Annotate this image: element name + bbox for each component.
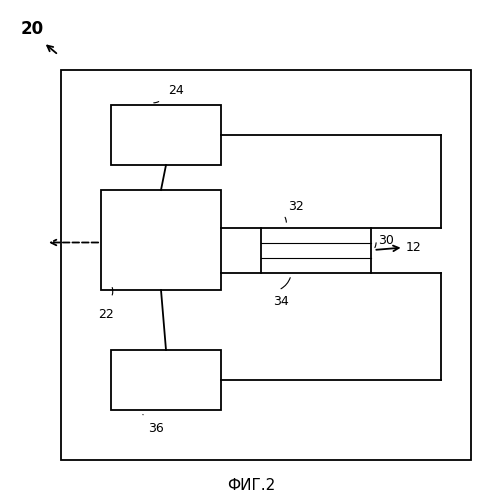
Bar <box>111 105 220 165</box>
Text: ФИГ.2: ФИГ.2 <box>226 478 275 492</box>
Text: 34: 34 <box>273 295 289 308</box>
Bar <box>111 350 220 410</box>
Text: 12: 12 <box>405 241 421 254</box>
Text: 30: 30 <box>378 234 394 246</box>
Bar <box>61 70 470 460</box>
Bar <box>101 190 220 290</box>
Text: 22: 22 <box>98 308 114 320</box>
Text: 36: 36 <box>148 422 164 436</box>
Text: 32: 32 <box>288 200 304 212</box>
Text: 24: 24 <box>168 84 183 98</box>
Bar <box>261 228 370 272</box>
Text: 20: 20 <box>21 20 44 38</box>
